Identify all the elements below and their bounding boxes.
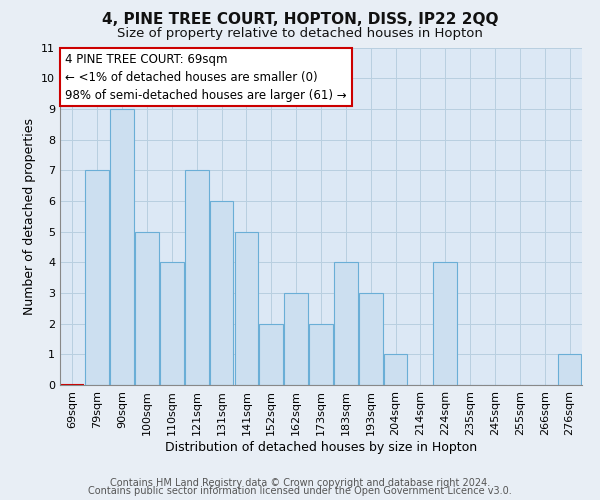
Bar [135,232,159,385]
Bar [85,170,109,385]
Bar [235,232,258,385]
X-axis label: Distribution of detached houses by size in Hopton: Distribution of detached houses by size … [165,440,477,454]
Bar [309,324,333,385]
Text: 4, PINE TREE COURT, HOPTON, DISS, IP22 2QQ: 4, PINE TREE COURT, HOPTON, DISS, IP22 2… [102,12,498,28]
Text: 4 PINE TREE COURT: 69sqm
← <1% of detached houses are smaller (0)
98% of semi-de: 4 PINE TREE COURT: 69sqm ← <1% of detach… [65,52,347,102]
Bar [433,262,457,385]
Bar [160,262,184,385]
Text: Contains HM Land Registry data © Crown copyright and database right 2024.: Contains HM Land Registry data © Crown c… [110,478,490,488]
Bar [185,170,209,385]
Bar [558,354,581,385]
Text: Size of property relative to detached houses in Hopton: Size of property relative to detached ho… [117,28,483,40]
Bar [110,109,134,385]
Bar [284,293,308,385]
Bar [259,324,283,385]
Bar [359,293,383,385]
Bar [334,262,358,385]
Text: Contains public sector information licensed under the Open Government Licence v3: Contains public sector information licen… [88,486,512,496]
Bar [384,354,407,385]
Y-axis label: Number of detached properties: Number of detached properties [23,118,35,315]
Bar [210,201,233,385]
